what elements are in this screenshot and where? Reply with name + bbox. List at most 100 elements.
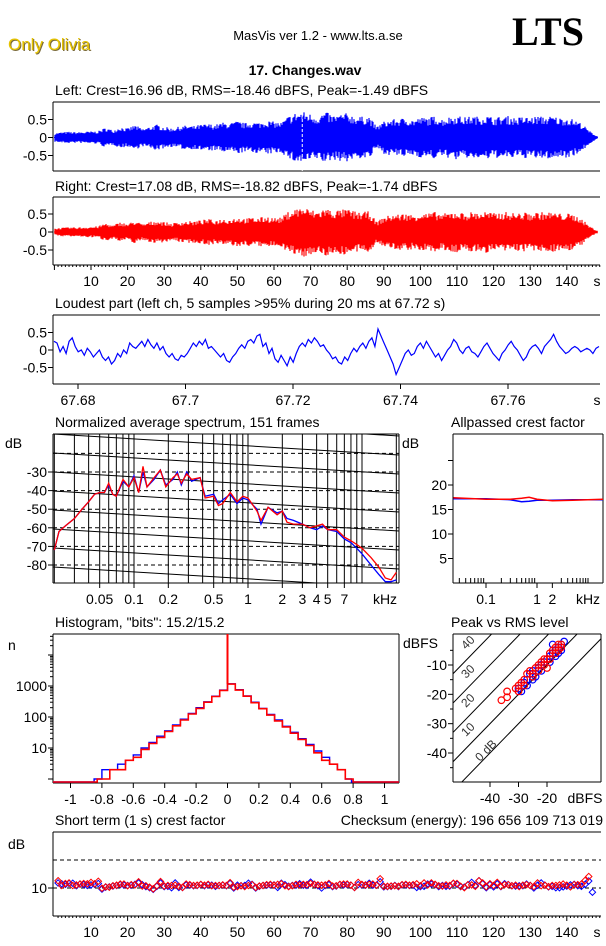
spectrum-frame xyxy=(52,433,400,584)
short-crest-right-point xyxy=(145,883,154,892)
peak-rms-right-point xyxy=(543,664,551,672)
spectrum-slope-line xyxy=(53,490,399,513)
peak-rms-right-point xyxy=(540,655,549,664)
right-waveform-x-tick-label: 70 xyxy=(303,273,319,289)
short-crest-right-point xyxy=(544,882,553,891)
spectrum-y-tick-label: -30 xyxy=(27,464,47,480)
spectrum-slope-line xyxy=(53,547,399,570)
short-crest-right-point xyxy=(152,881,161,890)
short-crest-right-point xyxy=(61,879,70,888)
peak-rms-x-tick-label: -20 xyxy=(537,790,557,806)
spectrum-x-tick-label: 0.1 xyxy=(124,591,144,607)
short-crest-right-point xyxy=(324,879,333,888)
short-crest-right-point xyxy=(328,882,337,890)
histogram-x-tick-label: -0.4 xyxy=(153,791,177,807)
short-crest-right-point xyxy=(537,881,546,890)
allpassed-ylabel: dB xyxy=(402,435,419,451)
histogram-x-tick-label: 0.8 xyxy=(343,791,363,807)
right-waveform-frame xyxy=(52,196,600,266)
short-crest-right-point xyxy=(57,881,66,890)
short-crest-right-point xyxy=(475,876,483,885)
short-crest-x-tick-label: 100 xyxy=(409,924,433,940)
spectrum-slope-line xyxy=(53,509,399,532)
short-crest-right-point xyxy=(427,879,436,887)
peak-rms-right-point xyxy=(545,655,554,664)
spectrum-grid xyxy=(53,320,399,583)
short-crest-x-tick-label: 50 xyxy=(230,924,246,940)
spectrum-slope-line xyxy=(53,471,399,494)
peak-rms-right-point xyxy=(520,681,529,690)
short-crest-right-point xyxy=(335,880,344,889)
short-crest-right-point xyxy=(350,883,359,892)
peak-rms-x-tick-label: -30 xyxy=(508,790,528,806)
left-waveform-y-tick-label: 0 xyxy=(39,130,47,146)
short-crest-right-point xyxy=(244,881,253,890)
peak-rms-left-point xyxy=(528,675,537,684)
spectrum-x-unit: kHz xyxy=(373,591,397,607)
short-crest-right-point xyxy=(288,881,297,890)
short-crest-y-tick-label: 10 xyxy=(31,880,47,896)
spectrum-y-tick-label: -50 xyxy=(27,501,47,517)
short-crest-right-point xyxy=(577,880,586,888)
crest-line-40 xyxy=(453,634,493,675)
short-crest-right-point xyxy=(383,882,392,891)
crest-line-label: 0 dB xyxy=(472,737,499,764)
short-crest-right-point xyxy=(251,883,260,892)
loudest-part-trace xyxy=(53,326,600,377)
peak-vs-rms-title: Peak vs RMS level xyxy=(451,614,568,630)
histogram-ylabel: n xyxy=(8,637,16,653)
short-crest-right-point xyxy=(409,880,417,889)
crest-line-20 xyxy=(453,634,550,734)
short-crest-right-point xyxy=(533,879,542,887)
spectrum-y-tick-label: -60 xyxy=(27,520,47,536)
short-crest-left-point xyxy=(163,882,172,891)
histogram-x-tick-label: -0.6 xyxy=(121,791,145,807)
right-waveform-x-unit: s xyxy=(594,273,601,289)
short-crest-right-point xyxy=(540,881,549,890)
spectrum-y-tick-label: -70 xyxy=(27,538,47,554)
short-crest-right-point xyxy=(317,881,326,890)
short-crest-x-tick-label: 30 xyxy=(156,924,172,940)
short-crest-right-point xyxy=(478,879,487,887)
short-crest-right-point xyxy=(405,881,414,890)
crest-line-30 xyxy=(453,634,521,704)
right-waveform-x-tick-label: 60 xyxy=(266,273,282,289)
short-crest-left-point xyxy=(339,881,348,889)
short-term-crest-title: Short term (1 s) crest factor xyxy=(55,812,226,828)
short-crest-right-point xyxy=(189,881,198,890)
short-crest-x-tick-label: 90 xyxy=(376,924,392,940)
short-crest-right-point xyxy=(160,882,169,890)
right-waveform-x-tick-label: 140 xyxy=(555,273,579,289)
loudest-y-tick-label: 0 xyxy=(39,342,47,358)
allpassed-frame xyxy=(452,433,604,584)
short-crest-right-point xyxy=(354,878,363,887)
short-crest-right-point xyxy=(167,881,176,890)
short-crest-x-tick-label: 60 xyxy=(266,924,282,940)
histogram-y-tick-label: 1000 xyxy=(16,678,47,694)
left-waveform-frame xyxy=(52,101,600,172)
right-waveform-x-tick-label: 90 xyxy=(376,273,392,289)
spectrum-slope-line xyxy=(53,320,399,341)
short-crest-right-point xyxy=(248,880,256,889)
loudest-part-title: Loudest part (left ch, 5 samples >95% du… xyxy=(55,295,445,311)
right-waveform-y-tick-label: -0.5 xyxy=(23,242,47,258)
right-waveform-x-tick-label: 100 xyxy=(409,273,433,289)
plots: 0.50-0.50.50-0.510 20 30 40 50 60 70 80 90 100 110… xyxy=(5,101,604,940)
spectrum-slope-line xyxy=(53,358,399,379)
spectrum-title: Normalized average spectrum, 151 frames xyxy=(55,414,320,430)
peak-rms-right-point xyxy=(503,693,512,702)
short-crest-right-point xyxy=(277,879,286,888)
spectrum-x-tick-label: 3 xyxy=(298,591,306,607)
spectrum-slope-line xyxy=(53,434,399,456)
short-crest-right-point xyxy=(518,881,527,890)
spectrum-x-tick-label: 0.5 xyxy=(204,591,224,607)
spectrum-x-tick-label: 0.05 xyxy=(86,591,113,607)
peak-rms-y-tick-label: -10 xyxy=(427,657,447,673)
peak-rms-right-point xyxy=(557,643,566,652)
short-crest-right-point xyxy=(431,880,439,889)
short-crest-right-point xyxy=(207,881,216,890)
short-crest-right-point xyxy=(215,881,224,890)
short-crest-left-point xyxy=(226,879,234,888)
short-crest-right-point xyxy=(423,881,432,889)
